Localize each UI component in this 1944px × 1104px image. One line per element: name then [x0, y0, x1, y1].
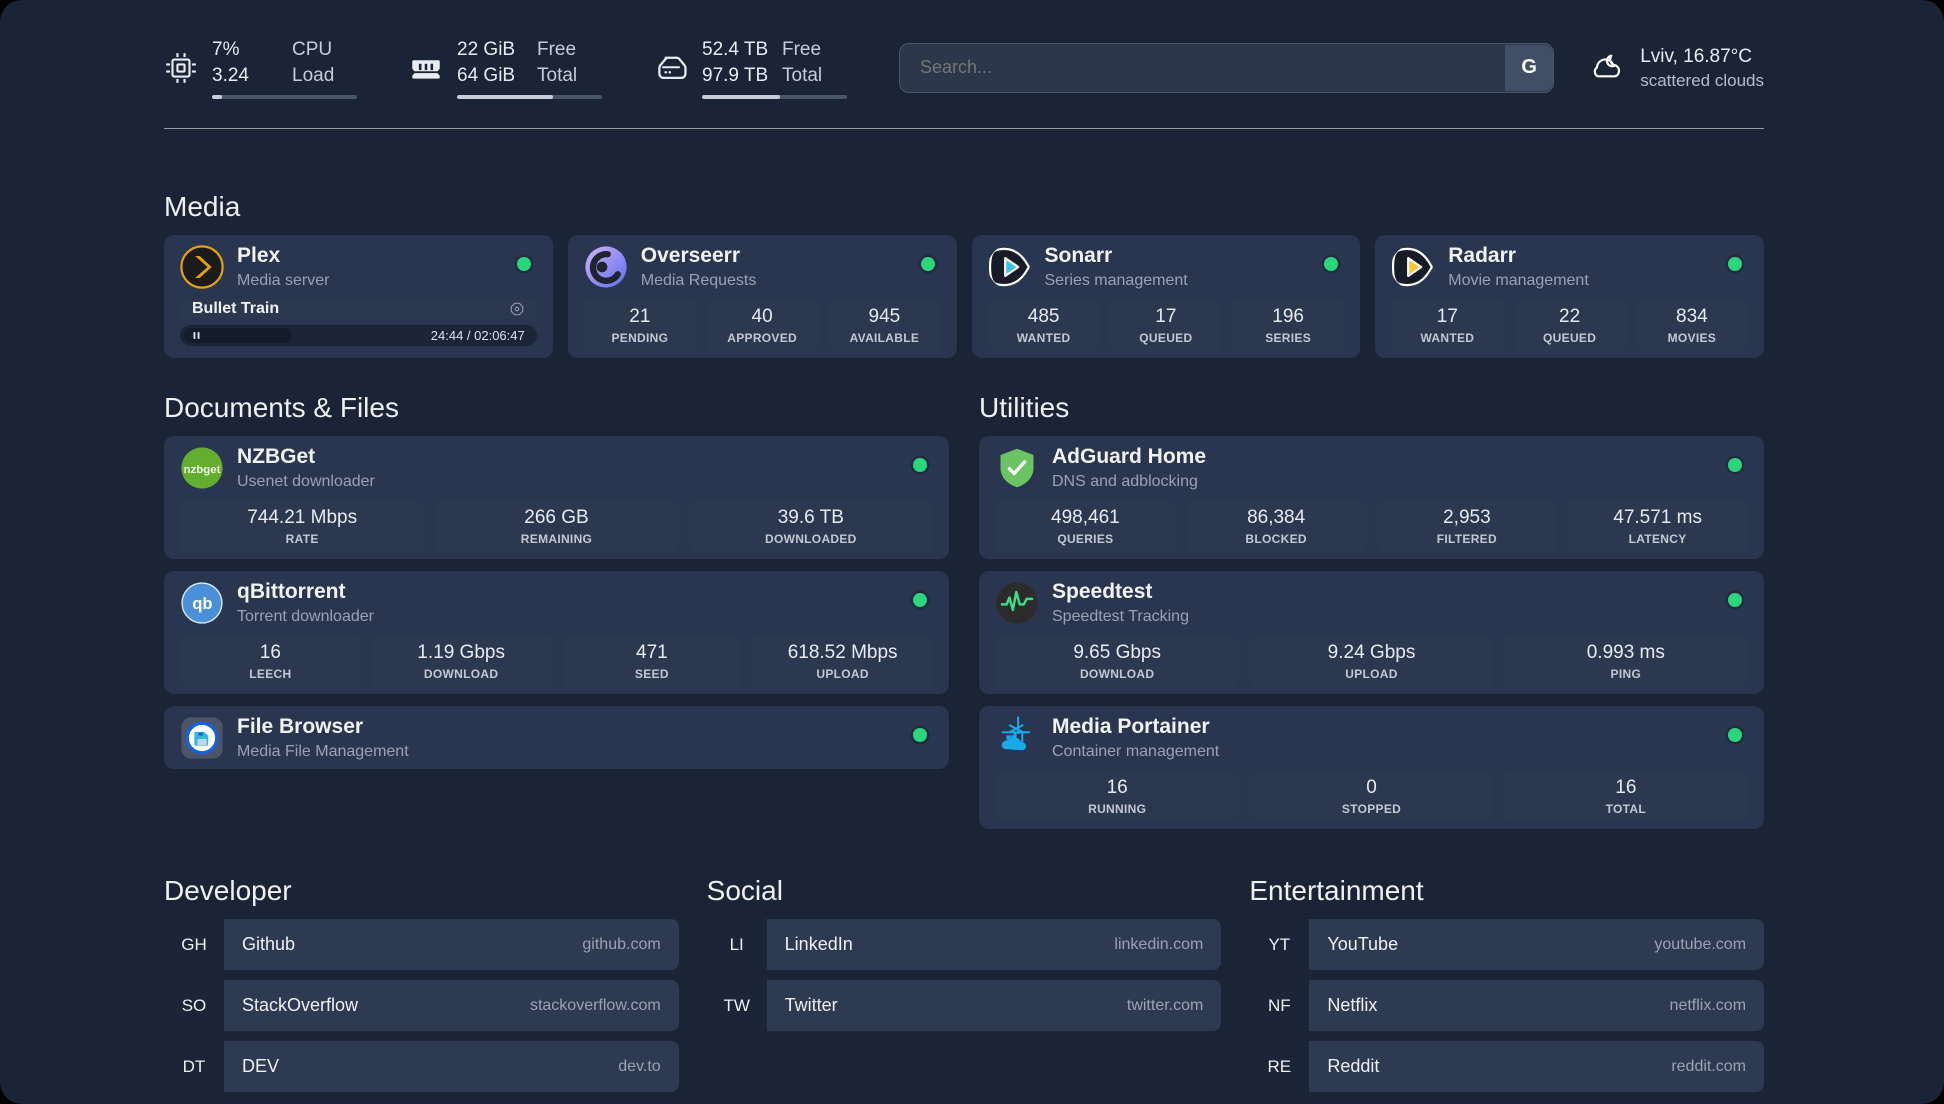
- svg-text:qb: qb: [192, 595, 212, 613]
- svg-text:nzbget: nzbget: [184, 464, 221, 476]
